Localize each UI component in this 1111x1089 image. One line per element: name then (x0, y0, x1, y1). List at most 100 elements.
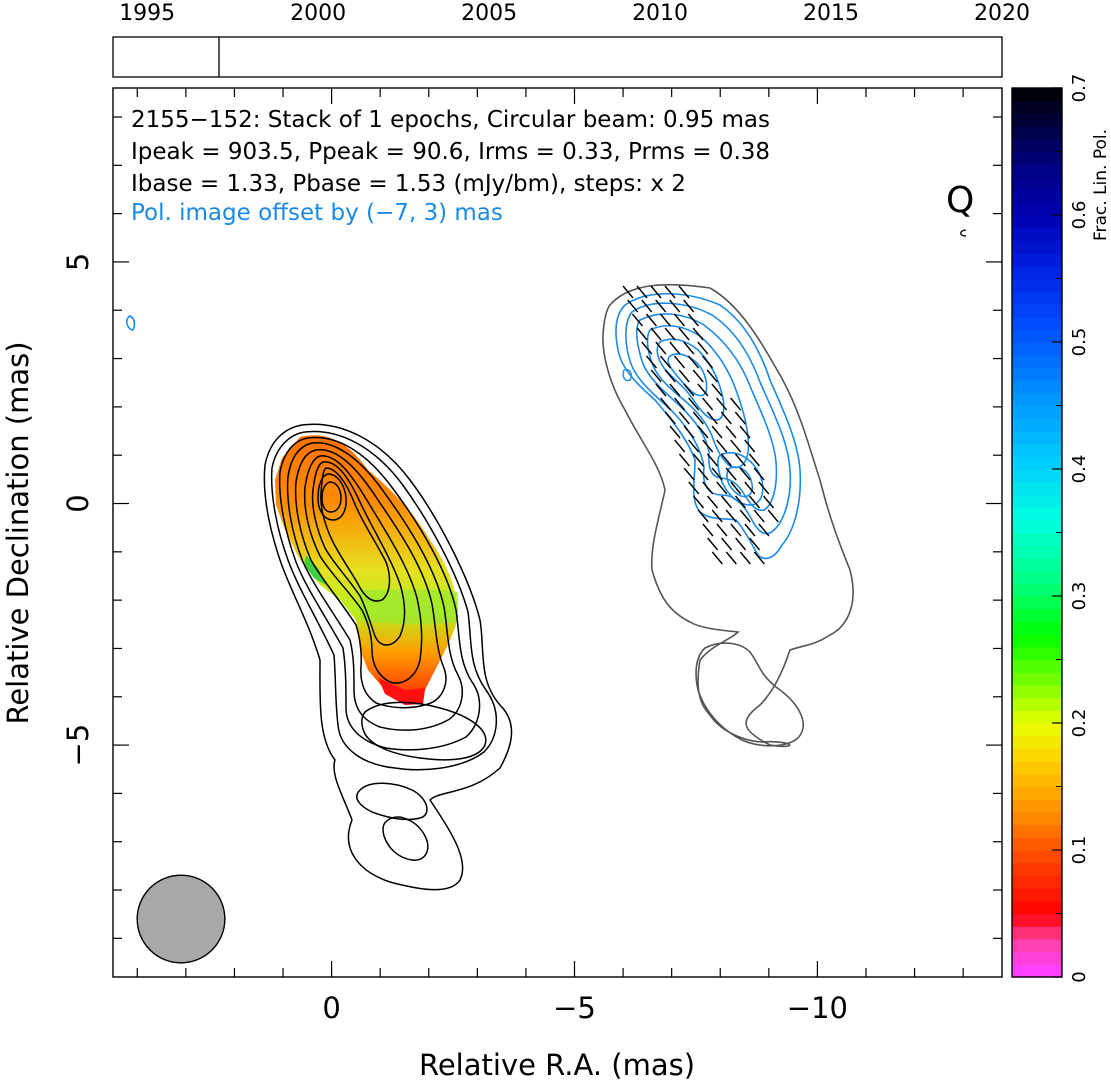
evpa-tick (678, 327, 690, 341)
evpa-tick (683, 341, 695, 355)
colorbar-band (1012, 481, 1062, 495)
colorbar-band (1012, 557, 1062, 572)
evpa-tick (641, 299, 653, 313)
evpa-tick (650, 369, 662, 383)
colorbar-band (1012, 316, 1062, 330)
evpa-tick (697, 383, 709, 397)
colorbar-band (1012, 354, 1062, 368)
colorbar-band (1012, 519, 1062, 534)
header-line-3: Ibase = 1.33, Pbase = 1.53 (mJy/bm), ste… (131, 171, 686, 197)
i-contour-lower-2 (382, 816, 429, 861)
evpa-tick (678, 369, 690, 383)
colorbar-band (1012, 862, 1062, 876)
colorbar-band (1012, 837, 1062, 851)
colorbar-band (1012, 88, 1062, 102)
evpa-tick (711, 551, 723, 565)
y-tick-labels: −5 0 5 (61, 253, 95, 767)
colorbar-band (1012, 583, 1062, 597)
colorbar-band (1012, 824, 1062, 838)
evpa-tick (758, 481, 770, 495)
i-contour-10 (321, 481, 342, 513)
evpa-tick (697, 467, 709, 481)
evpa-tick (655, 341, 667, 355)
evpa-tick (748, 495, 761, 509)
colorbar-band (1012, 672, 1062, 686)
colorbar-band (1012, 850, 1062, 864)
evpa-tick (707, 537, 719, 551)
evpa-tick (753, 467, 765, 481)
colorbar-band (1012, 151, 1062, 165)
evpa-tick (749, 537, 761, 551)
evpa-ticks (622, 285, 779, 565)
timeline-tick-label: 2015 (803, 1, 859, 26)
map-frame (112, 87, 1003, 978)
evpa-tick (687, 355, 700, 369)
beam-ellipse (136, 874, 226, 964)
evpa-tick (702, 397, 714, 411)
evpa-tick (748, 453, 760, 467)
colorbar-band (1012, 227, 1062, 241)
colorbar-band (1012, 621, 1062, 635)
colorbar-band (1012, 494, 1062, 508)
evpa-tick (659, 313, 671, 327)
pol-contour-5 (656, 338, 725, 421)
evpa-tick (692, 453, 704, 467)
header-text: 2155−152: Stack of 1 epochs, Circular be… (131, 107, 974, 237)
evpa-tick (702, 481, 714, 495)
colorbar-band (1012, 938, 1062, 953)
timeline-tick-label: 2000 (290, 1, 346, 26)
i-contour-8 (320, 467, 391, 602)
frac-pol-red-tip (378, 678, 425, 705)
evpa-tick (753, 509, 765, 523)
evpa-tick (697, 509, 709, 523)
evpa-tick (716, 439, 728, 453)
evpa-tick (725, 425, 737, 439)
evpa-tick (631, 313, 643, 327)
colorbar-band (1012, 875, 1062, 889)
evpa-tick (725, 467, 737, 481)
evpa-tick (721, 537, 733, 551)
colorbar-band (1012, 964, 1062, 978)
colorbar-band (1012, 253, 1062, 267)
evpa-tick (701, 355, 714, 369)
timeline-strip: 1995 2000 2005 2010 2015 2020 (112, 1, 1030, 78)
colorbar: 0 0.1 0.2 0.3 0.4 0.5 0.6 0.7 Frac. Lin. Pol. (1011, 74, 1111, 983)
i-contour-lower-3 (361, 701, 487, 761)
colorbar-band (1012, 507, 1062, 521)
colorbar-band (1012, 329, 1062, 343)
evpa-tick (688, 481, 700, 495)
evpa-tick (720, 495, 733, 509)
colorbar-tick-label: 0.4 (1069, 455, 1090, 484)
colorbar-band (1012, 532, 1062, 546)
evpa-tick (762, 495, 775, 509)
evpa-tick (669, 383, 681, 397)
evpa-tick (744, 523, 756, 537)
timeline-frame (112, 36, 1003, 78)
y-tick-label: −5 (61, 724, 95, 767)
evpa-tick (636, 285, 648, 299)
colorbar-band (1012, 723, 1062, 737)
colorbar-band (1012, 176, 1062, 191)
colorbar-band (1012, 735, 1062, 749)
colorbar-band (1012, 951, 1062, 965)
colorbar-band (1012, 126, 1062, 140)
evpa-tick (739, 509, 751, 523)
map-panel (112, 87, 1003, 978)
colorbar-tick-label: 0.5 (1069, 328, 1090, 357)
colorbar-tick-label: 0.2 (1069, 709, 1090, 738)
colorbar-label: Frac. Lin. Pol. (1091, 129, 1111, 241)
evpa-tick (711, 509, 723, 523)
evpa-tick (664, 369, 676, 383)
pol-contour-2 (625, 302, 792, 535)
evpa-tick (706, 495, 719, 509)
x-tick-labels: 0 −5 −10 (322, 991, 848, 1025)
pol-contour-4 (646, 324, 750, 469)
evpa-tick (730, 439, 742, 453)
evpa-tick (669, 341, 681, 355)
colorbar-band (1012, 799, 1062, 813)
colorbar-band (1012, 811, 1062, 826)
evpa-tick (734, 411, 746, 425)
evpa-tick (627, 299, 639, 313)
